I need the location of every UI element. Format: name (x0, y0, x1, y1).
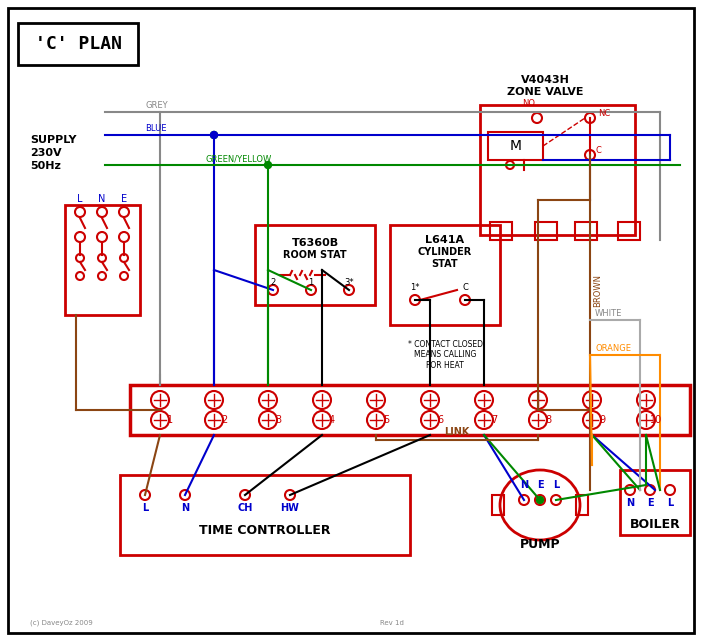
Text: 2: 2 (270, 278, 276, 287)
Text: 3: 3 (275, 415, 281, 425)
Text: 1: 1 (167, 415, 173, 425)
Text: 2: 2 (221, 415, 227, 425)
Bar (535, 222, 557, 240)
Text: L: L (77, 194, 83, 204)
Text: 6: 6 (437, 415, 443, 425)
Bar (620, 470, 690, 535)
Text: N: N (98, 194, 106, 204)
Text: CH: CH (237, 503, 253, 513)
Text: STAT: STAT (432, 259, 458, 269)
Text: N: N (626, 498, 634, 508)
Text: GREEN/YELLOW: GREEN/YELLOW (205, 154, 271, 163)
Text: GREY: GREY (145, 101, 168, 110)
Text: 10: 10 (650, 415, 662, 425)
Text: E: E (537, 480, 543, 490)
Text: 9: 9 (599, 415, 605, 425)
Text: Rev 1d: Rev 1d (380, 620, 404, 626)
Text: 3*: 3* (344, 278, 354, 287)
Text: HW: HW (281, 503, 300, 513)
Circle shape (211, 131, 218, 138)
Text: L641A: L641A (425, 235, 465, 245)
Bar (480, 105, 635, 235)
Bar (120, 475, 410, 555)
Text: N: N (181, 503, 189, 513)
Text: WHITE: WHITE (595, 309, 623, 318)
Text: L: L (142, 503, 148, 513)
Text: L: L (553, 480, 559, 490)
Bar (255, 225, 375, 305)
Circle shape (265, 162, 272, 169)
Text: BLUE: BLUE (145, 124, 166, 133)
Bar (575, 222, 597, 240)
Text: 'C' PLAN: 'C' PLAN (34, 35, 121, 53)
Text: M: M (510, 139, 522, 153)
Text: 230V: 230V (30, 148, 62, 158)
Text: TIME CONTROLLER: TIME CONTROLLER (199, 524, 331, 537)
Text: NO: NO (522, 99, 536, 108)
Text: PUMP: PUMP (519, 538, 560, 551)
Text: 4: 4 (329, 415, 335, 425)
Text: LINK: LINK (444, 427, 470, 437)
Bar (490, 222, 512, 240)
Text: ORANGE: ORANGE (595, 344, 631, 353)
Text: NC: NC (598, 109, 610, 118)
Text: E: E (121, 194, 127, 204)
Text: T6360B: T6360B (291, 238, 338, 248)
Bar (488, 132, 543, 160)
Text: BOILER: BOILER (630, 519, 680, 531)
Text: ROOM STAT: ROOM STAT (283, 250, 347, 260)
Text: * CONTACT CLOSED
MEANS CALLING
FOR HEAT: * CONTACT CLOSED MEANS CALLING FOR HEAT (407, 340, 482, 370)
Text: CYLINDER: CYLINDER (418, 247, 472, 257)
Text: 50Hz: 50Hz (30, 161, 61, 171)
Circle shape (211, 131, 218, 138)
Bar (18, 23, 138, 65)
Bar (492, 495, 504, 515)
Text: 1: 1 (308, 278, 314, 287)
Text: 5: 5 (383, 415, 389, 425)
Text: ZONE VALVE: ZONE VALVE (507, 87, 583, 97)
Bar (130, 385, 690, 435)
Text: (c) DaveyOz 2009: (c) DaveyOz 2009 (30, 620, 93, 626)
Bar (576, 495, 588, 515)
Circle shape (536, 497, 543, 503)
Text: L: L (667, 498, 673, 508)
Bar (390, 225, 500, 325)
Text: SUPPLY: SUPPLY (30, 135, 77, 145)
Bar (618, 222, 640, 240)
Text: C: C (462, 283, 468, 292)
Text: C: C (595, 146, 601, 155)
Bar (65, 205, 140, 315)
Text: 7: 7 (491, 415, 497, 425)
Text: N: N (520, 480, 528, 490)
Text: 1*: 1* (410, 283, 420, 292)
Text: BROWN: BROWN (593, 274, 602, 306)
Text: V4043H: V4043H (521, 75, 569, 85)
Text: E: E (647, 498, 654, 508)
Text: 8: 8 (545, 415, 551, 425)
